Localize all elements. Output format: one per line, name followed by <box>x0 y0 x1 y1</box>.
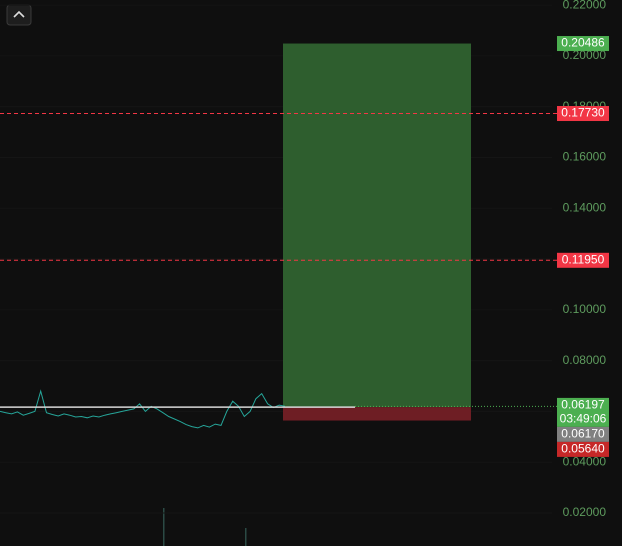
target-label: 0.20486 <box>561 36 605 50</box>
profit-zone <box>283 43 471 408</box>
entry-label-box <box>557 426 609 442</box>
entry-label: 0.06170 <box>561 427 605 441</box>
y-tick-label: 0.16000 <box>563 150 607 164</box>
stop-label: 0.05640 <box>561 442 605 456</box>
loss-zone <box>283 407 471 421</box>
stop-label-box <box>557 441 609 457</box>
y-tick-label: 0.08000 <box>563 353 607 367</box>
y-tick-label: 0.22000 <box>563 0 607 11</box>
y-tick-label: 0.04000 <box>563 454 607 468</box>
y-tick-label: 0.14000 <box>563 200 607 214</box>
target-label-box <box>557 36 609 52</box>
y-tick-label: 0.20000 <box>563 48 607 62</box>
button-frame[interactable] <box>6 4 32 26</box>
line-label-box <box>557 252 609 268</box>
y-tick-label: 0.02000 <box>563 505 607 519</box>
last-price-label: 0.06197 <box>561 398 605 412</box>
line-label: 0.17730 <box>561 106 605 120</box>
countdown: 03:49:06 <box>560 412 607 426</box>
volume-bar <box>163 508 165 546</box>
last-price-box <box>557 397 609 427</box>
line-label: 0.11950 <box>562 252 605 266</box>
volume-bar <box>245 528 247 546</box>
y-tick-label: 0.10000 <box>563 302 607 316</box>
line-label-box <box>557 106 609 122</box>
chevron-icon[interactable] <box>13 10 25 18</box>
collapse-button[interactable] <box>6 4 32 26</box>
